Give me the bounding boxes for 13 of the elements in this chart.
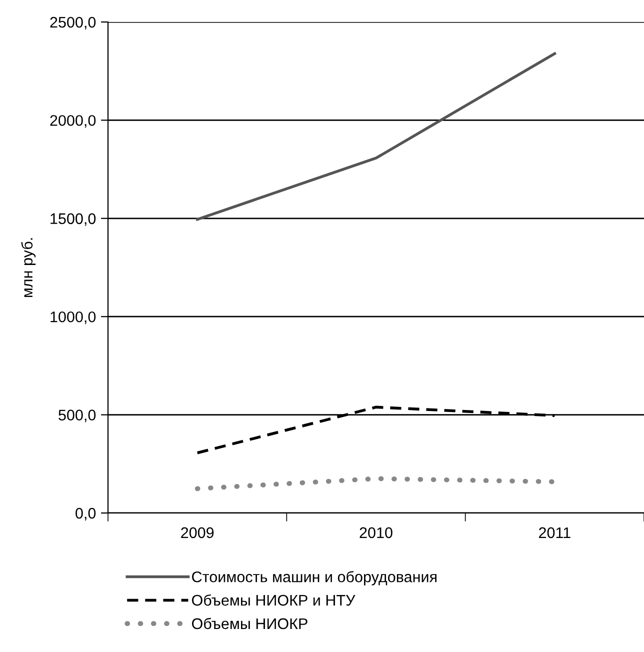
legend-label: Стоимость машин и оборудования [192,570,436,586]
y-axis-title: млн руб. [21,238,36,298]
y-tick-label: 1500,0 [50,213,96,226]
y-tick-label: 500,0 [58,410,96,422]
y-tick-label: 1000,0 [50,311,96,324]
x-tick-label: 2009 [181,527,214,538]
legend-label: Объемы НИОКР и НТУ [192,594,356,606]
x-tick-label: 2011 [539,527,570,538]
y-tick-label: 2500,0 [50,16,96,30]
y-tick-label: 2000,0 [50,115,96,128]
x-tick-label: 2010 [360,527,392,538]
y-tick-label: 0,0 [76,508,96,520]
legend-label: Объемы НИОКР [192,618,308,630]
